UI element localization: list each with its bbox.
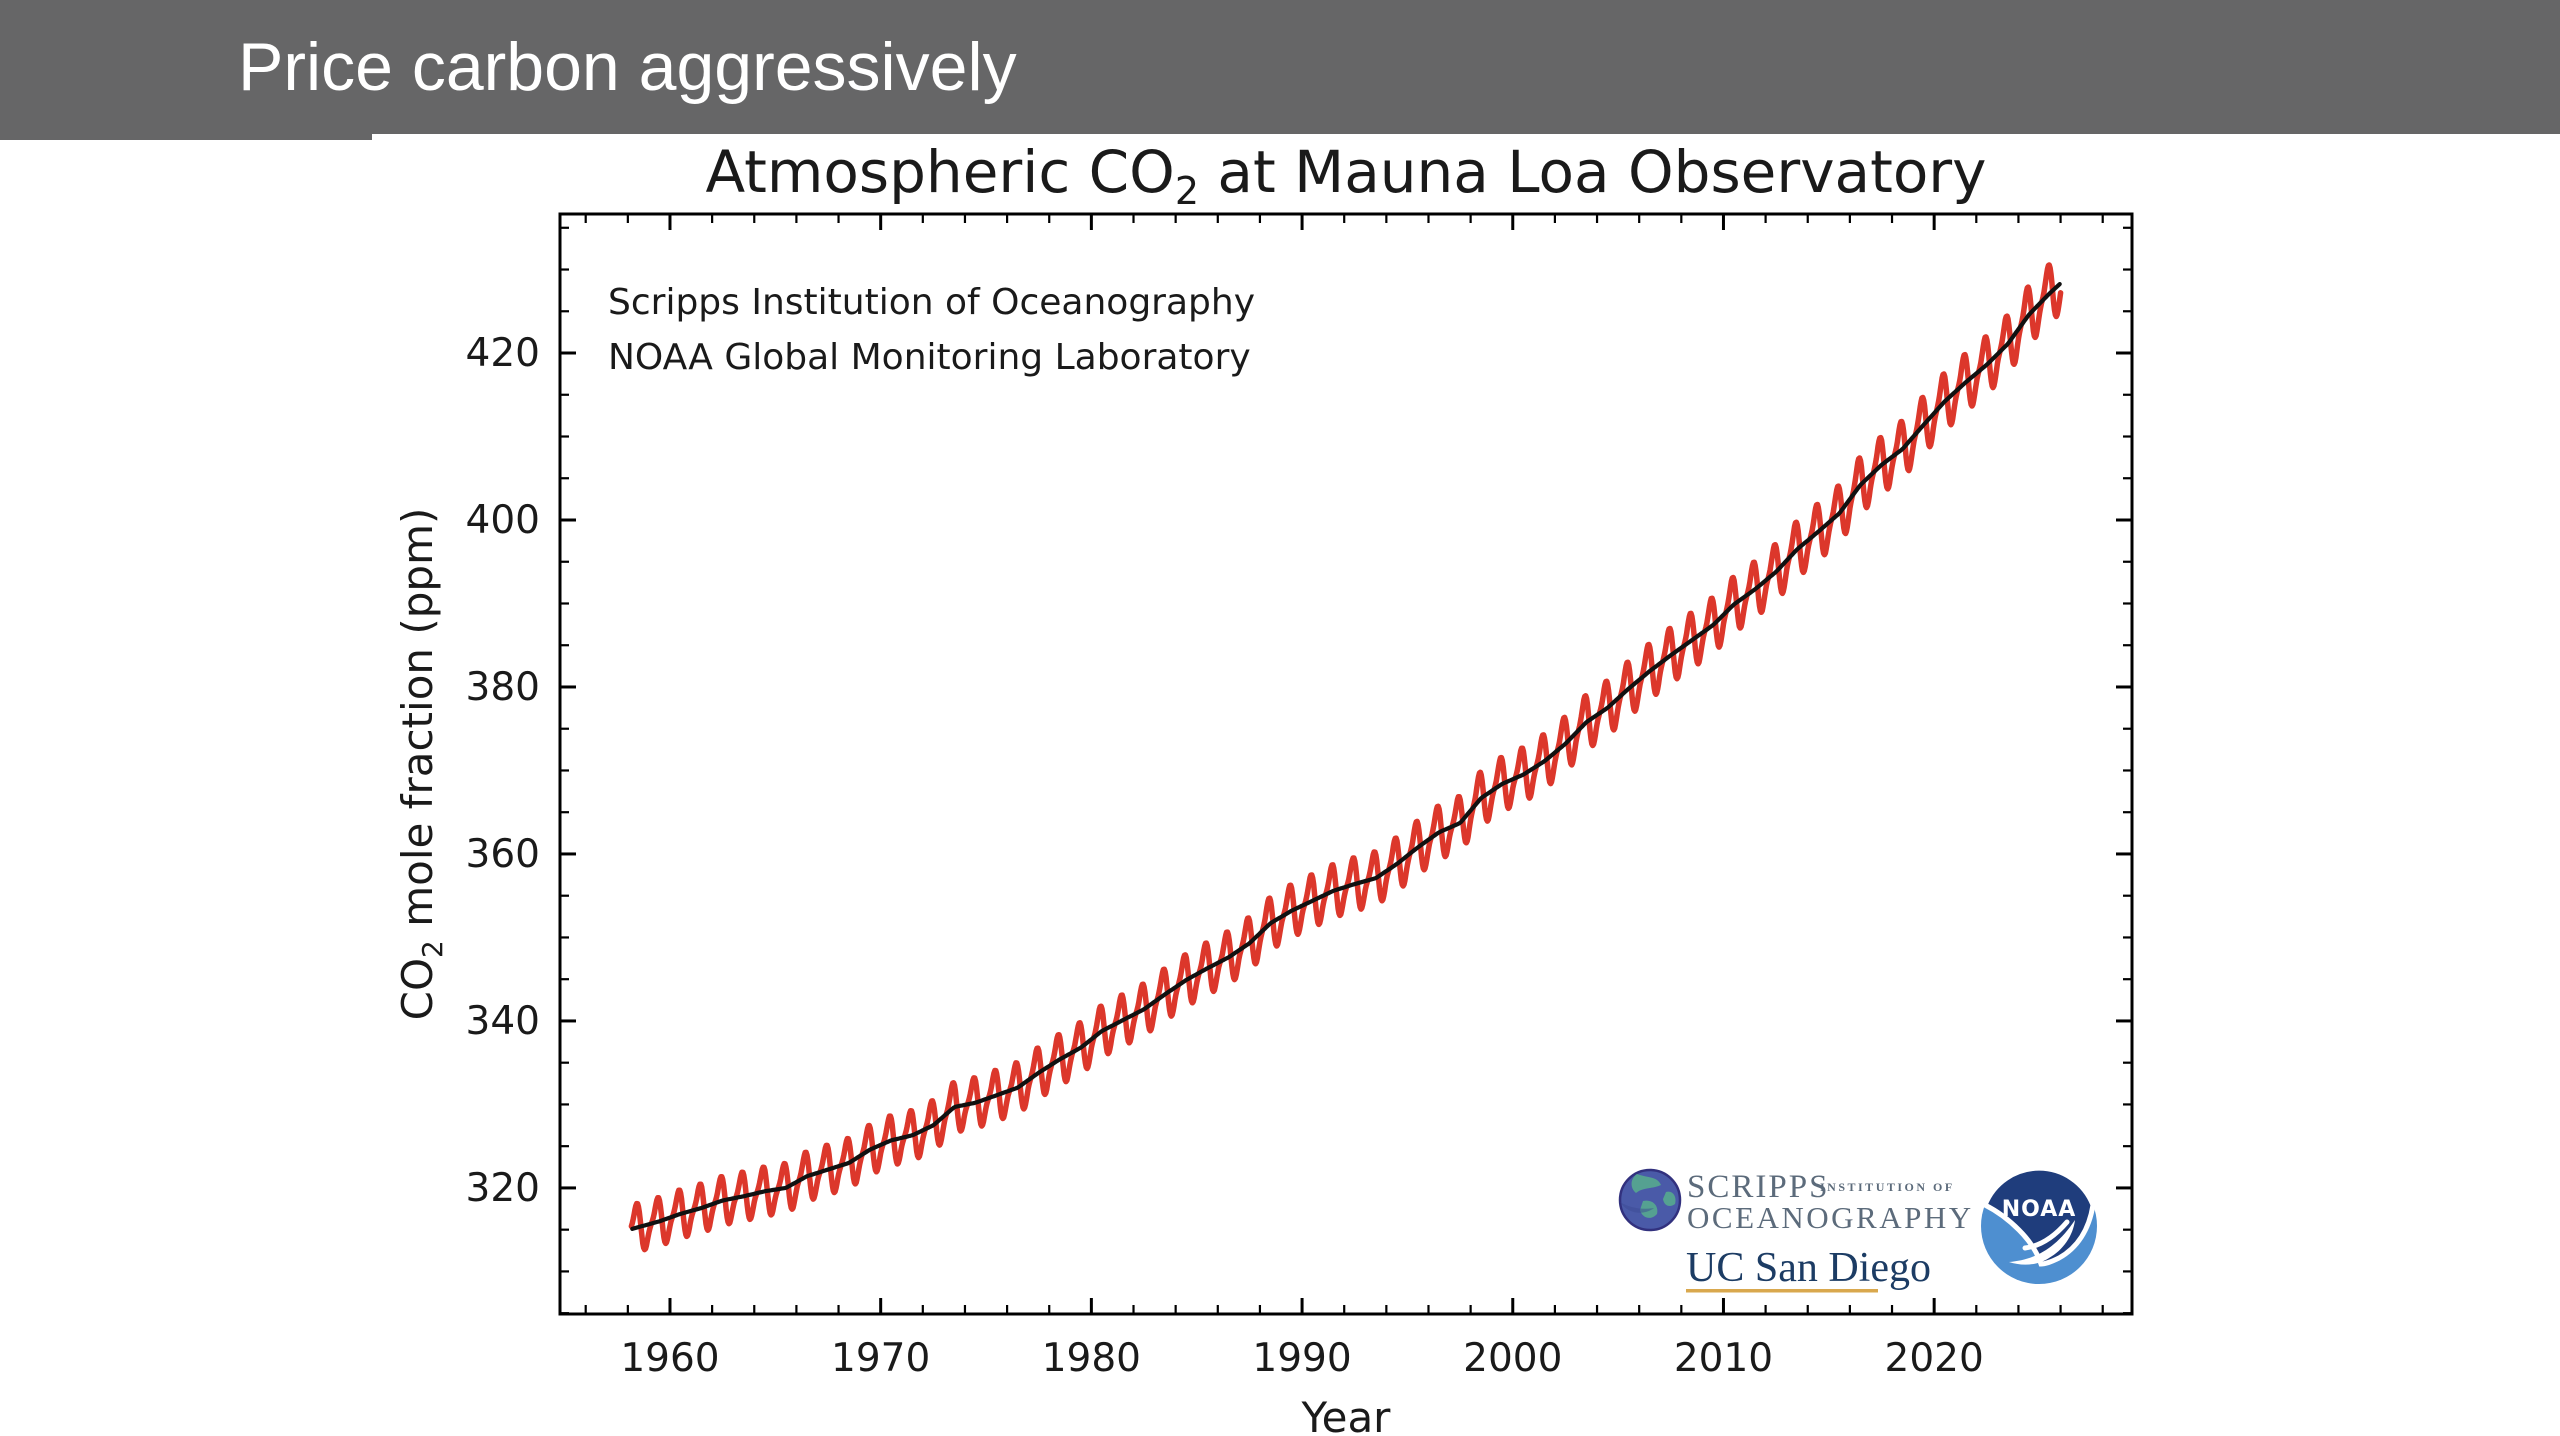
svg-text:2000: 2000 — [1463, 1336, 1562, 1381]
slide-header: Price carbon aggressively — [0, 0, 2560, 134]
svg-text:1980: 1980 — [1042, 1336, 1141, 1381]
trend-series-path — [630, 282, 2062, 1231]
scripps-oceanography: OCEANOGRAPHY — [1687, 1200, 1974, 1235]
svg-text:400: 400 — [466, 498, 540, 543]
ucsd-gold-rule — [1686, 1289, 1878, 1293]
svg-text:2020: 2020 — [1885, 1336, 1984, 1381]
svg-text:340: 340 — [466, 999, 540, 1044]
slide-title: Price carbon aggressively — [238, 29, 1017, 105]
noaa-wordmark: NOAA — [2002, 1197, 2077, 1222]
svg-text:320: 320 — [466, 1166, 540, 1211]
chart-title: Atmospheric CO2 at Mauna Loa Observatory — [706, 138, 1987, 213]
annotation-noaa: NOAA Global Monitoring Laboratory — [608, 337, 1251, 378]
axis-ticks — [560, 214, 2132, 1315]
ucsd-wordmark: UC San Diego — [1686, 1245, 1931, 1291]
annotation-scripps: Scripps Institution of Oceanography — [608, 282, 1255, 323]
svg-text:1970: 1970 — [831, 1336, 930, 1381]
seasonal-series-path — [628, 262, 2064, 1253]
seagull-wing — [2022, 1219, 2070, 1251]
plot-border — [558, 212, 2134, 1316]
header-edge-strip — [0, 134, 372, 140]
globe-icon — [1618, 1168, 1682, 1232]
svg-text:1990: 1990 — [1252, 1336, 1351, 1381]
svg-text:2010: 2010 — [1674, 1336, 1773, 1381]
svg-text:360: 360 — [466, 832, 540, 877]
scripps-wordmark: SCRIPPS — [1687, 1169, 1829, 1205]
axis-tick-labels: 1960 1970 1980 1990 2000 2010 2020 320 340 360 380… — [466, 331, 1984, 1381]
seagull-icon — [2009, 1220, 2075, 1265]
x-axis-label: Year — [1301, 1393, 1392, 1436]
noaa-logo: NOAA — [1981, 1165, 2097, 1284]
svg-text:420: 420 — [466, 331, 540, 376]
scripps-logo: SCRIPPS INSTITUTION OF OCEANOGRAPHY UC S… — [1618, 1168, 1974, 1293]
svg-text:380: 380 — [466, 665, 540, 710]
y-axis-label: CO2 mole fraction (ppm) — [393, 508, 449, 1021]
scripps-institution-of: INSTITUTION OF — [1820, 1180, 1955, 1194]
svg-text:1960: 1960 — [620, 1336, 719, 1381]
